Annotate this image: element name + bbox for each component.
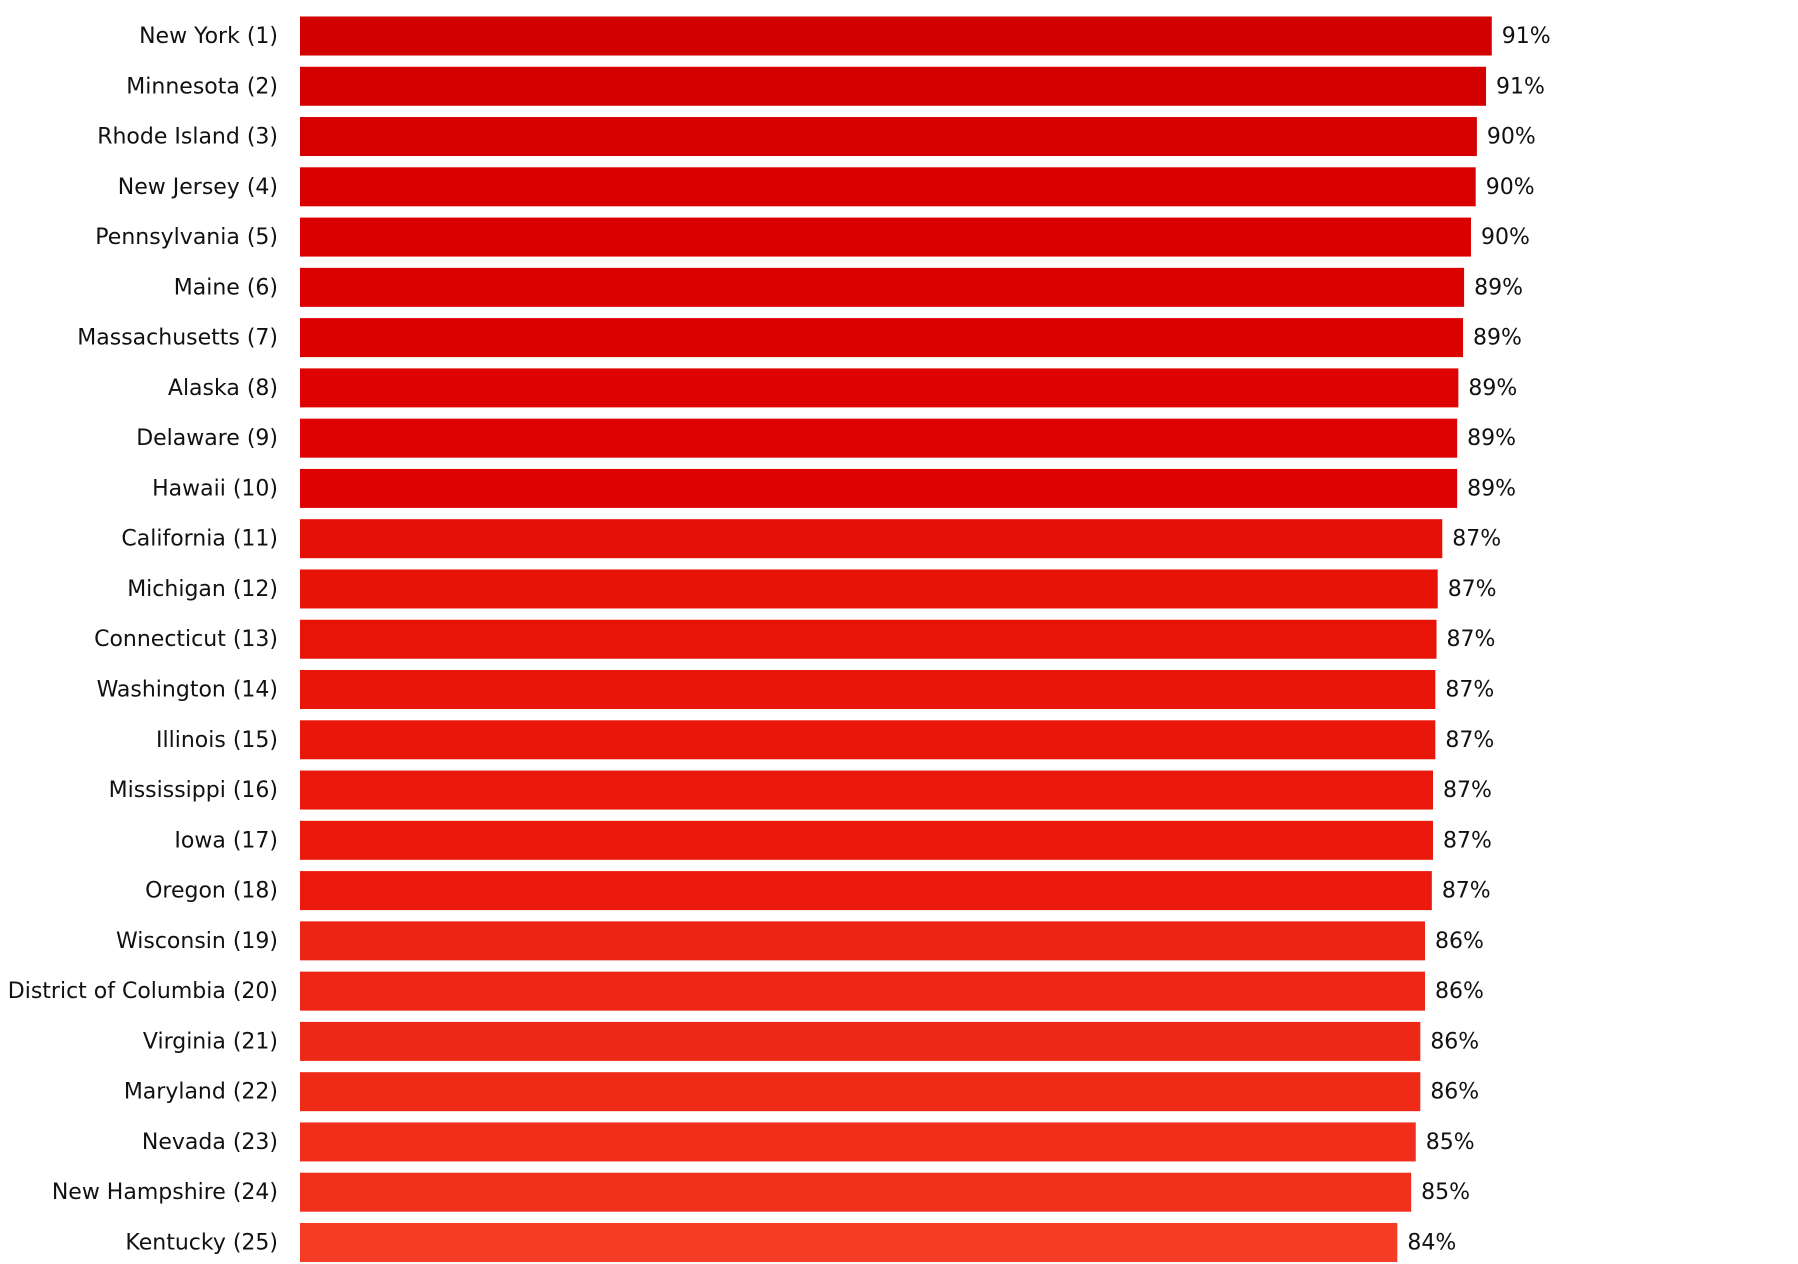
bar [300, 1172, 1412, 1212]
category-label: New Hampshire (24) [52, 1180, 278, 1205]
bar [300, 619, 1437, 659]
value-label: 90% [1481, 225, 1530, 250]
category-label: Rhode Island (3) [97, 125, 278, 150]
value-label: 87% [1445, 678, 1494, 703]
bar [300, 217, 1472, 257]
category-label: New York (1) [139, 24, 278, 49]
bar [300, 921, 1426, 961]
bar [300, 1122, 1416, 1162]
category-label: Kentucky (25) [125, 1230, 278, 1255]
value-label: 85% [1426, 1130, 1475, 1155]
category-label: Iowa (17) [174, 828, 278, 853]
bar [300, 167, 1476, 207]
category-label: Mississippi (16) [109, 778, 278, 803]
category-label: Illinois (15) [156, 728, 278, 753]
bar [300, 16, 1492, 56]
bar [300, 971, 1426, 1011]
category-label: Wisconsin (19) [116, 929, 278, 954]
value-label: 90% [1487, 125, 1536, 150]
value-label: 89% [1467, 426, 1516, 451]
bar [300, 1021, 1421, 1061]
category-label: Connecticut (13) [94, 627, 278, 652]
value-label: 90% [1486, 175, 1535, 200]
bar [300, 720, 1436, 760]
category-label: District of Columbia (20) [8, 979, 278, 1004]
value-label: 85% [1421, 1180, 1470, 1205]
category-label: Massachusetts (7) [77, 326, 278, 351]
category-label: Minnesota (2) [126, 74, 278, 99]
bar [300, 770, 1433, 810]
category-label: Maine (6) [174, 275, 278, 300]
bar [300, 418, 1458, 458]
bar [300, 1072, 1421, 1112]
category-label: Michigan (12) [127, 577, 278, 602]
bar [300, 468, 1458, 508]
category-label: New Jersey (4) [118, 175, 278, 200]
value-label: 86% [1435, 979, 1484, 1004]
category-label: Washington (14) [97, 678, 278, 703]
value-label: 91% [1502, 24, 1551, 49]
bar [300, 66, 1487, 106]
bar [300, 117, 1477, 157]
category-label: Delaware (9) [136, 426, 278, 451]
value-label: 89% [1468, 376, 1517, 401]
value-label: 87% [1452, 527, 1501, 552]
bar [300, 267, 1465, 307]
bar [300, 318, 1464, 358]
category-label: Maryland (22) [124, 1080, 278, 1105]
value-label: 87% [1443, 828, 1492, 853]
bar [300, 1222, 1398, 1262]
value-label: 86% [1435, 929, 1484, 954]
category-label: Hawaii (10) [152, 476, 278, 501]
bar [300, 569, 1438, 609]
value-label: 87% [1448, 577, 1497, 602]
value-label: 86% [1430, 1029, 1479, 1054]
value-label: 89% [1467, 476, 1516, 501]
category-label: Nevada (23) [142, 1130, 278, 1155]
value-label: 86% [1430, 1080, 1479, 1105]
value-label: 87% [1442, 879, 1491, 904]
value-label: 91% [1496, 74, 1545, 99]
category-label: Virginia (21) [143, 1029, 278, 1054]
category-label: Alaska (8) [168, 376, 278, 401]
category-label: Pennsylvania (5) [95, 225, 278, 250]
value-label: 87% [1447, 627, 1496, 652]
value-label: 89% [1474, 275, 1523, 300]
bar [300, 820, 1433, 860]
category-label: California (11) [121, 527, 278, 552]
bar [300, 368, 1459, 408]
bar [300, 670, 1436, 710]
bar [300, 871, 1432, 911]
bar [300, 519, 1443, 559]
category-label: Oregon (18) [145, 879, 278, 904]
value-label: 87% [1445, 728, 1494, 753]
value-label: 89% [1473, 326, 1522, 351]
value-label: 87% [1443, 778, 1492, 803]
value-label: 84% [1407, 1230, 1456, 1255]
